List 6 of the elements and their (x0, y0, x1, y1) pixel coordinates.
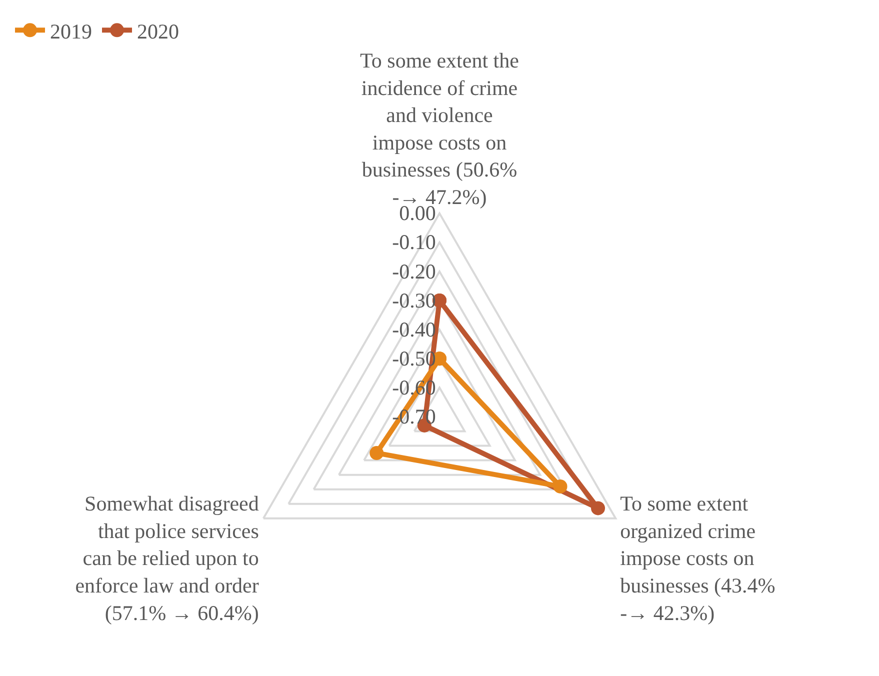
y-tick-label: -0.20 (392, 259, 436, 284)
spoke-label: Somewhat disagreed that police services can be relied upon to enforce law and order (57.1% → 60.4%) (75, 492, 260, 625)
legend-label: 2019 (50, 19, 92, 44)
legend-label: 2020 (137, 19, 179, 44)
y-tick-label: -0.10 (392, 230, 436, 254)
spoke-label: To some extent organized crime impose costs on businesses (43.4% -→ 42.3%) (620, 492, 776, 625)
